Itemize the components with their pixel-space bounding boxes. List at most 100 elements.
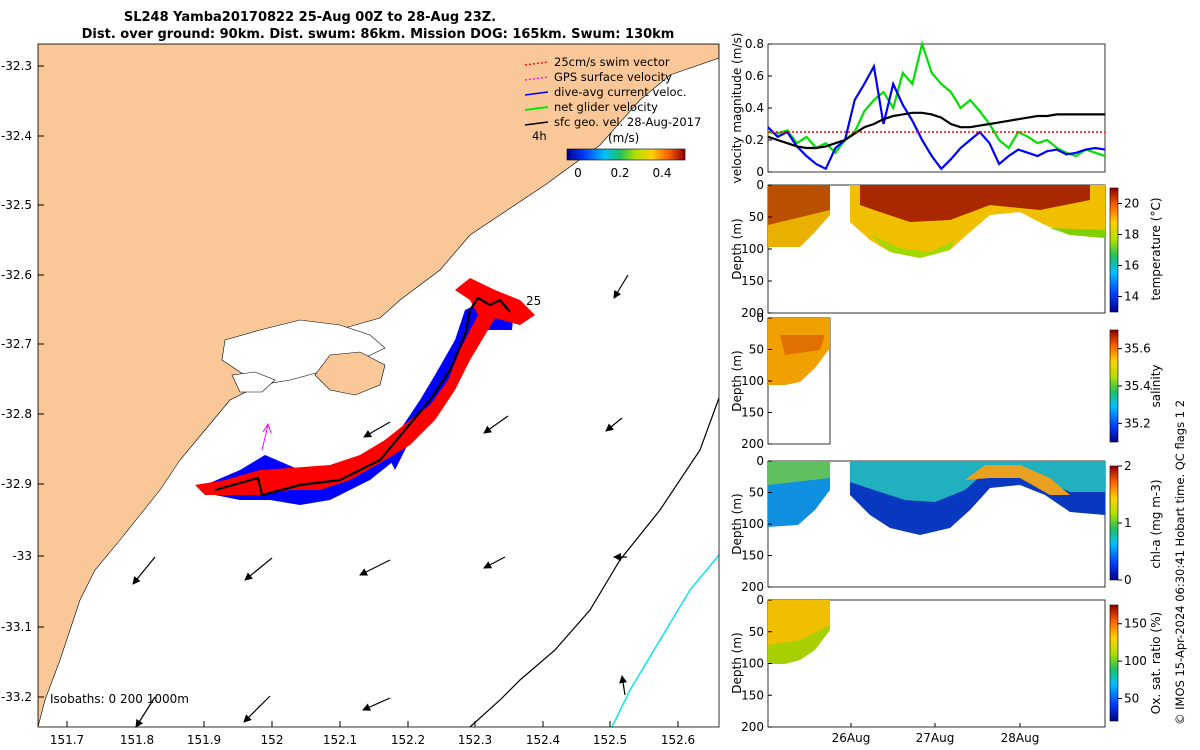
map-lat-tick-label: -32.3 bbox=[1, 59, 32, 73]
speed-colorbar-label: (m/s) bbox=[608, 131, 639, 145]
colorbar-tick-label: 1 bbox=[1124, 516, 1132, 530]
depth-tick-label: 0 bbox=[756, 593, 764, 607]
depth-tick-label: 100 bbox=[741, 517, 764, 531]
estuary-inlet bbox=[314, 351, 386, 396]
track-end-label: 25 bbox=[526, 294, 541, 308]
oxygen-panel: 0 50 100 150 200 26Aug 27Aug 28Aug Depth (m) 5… bbox=[730, 593, 1163, 745]
y-tick-label: 0.8 bbox=[745, 37, 764, 51]
temperature-colorbar-label: temperature (°C) bbox=[1149, 198, 1163, 301]
isobath-200 bbox=[469, 397, 719, 727]
velocity-panel: 0 0.2 0.4 0.6 0.8 velocity magnitude (m/s) bbox=[730, 33, 1106, 184]
colorbar-tick-label: 35.4 bbox=[1124, 379, 1151, 393]
map-legend: 25cm/s swim vector GPS surface velocity … bbox=[524, 55, 701, 180]
salinity-colorbar-label: salinity bbox=[1149, 364, 1163, 407]
colorbar-tick-label: 50 bbox=[1124, 692, 1139, 706]
geo-arrow bbox=[605, 417, 623, 432]
temperature-colorbar-ticks: 14 16 18 20 bbox=[1118, 197, 1139, 304]
geo-arrow bbox=[619, 675, 628, 696]
salinity-y-ticks: 0 50 100 150 200 bbox=[741, 311, 772, 451]
temperature-panel: 0 50 100 150 200 Depth (m) 14 16 18 20 temperat… bbox=[730, 178, 1163, 320]
depth-tick-label: 200 bbox=[741, 720, 764, 734]
speed-colorbar bbox=[566, 148, 686, 161]
isobath-1000 bbox=[611, 554, 719, 727]
map-lon-tick-label: 152.2 bbox=[391, 733, 425, 747]
legend-dive-marker bbox=[524, 91, 549, 96]
colorbar-tick-label: 20 bbox=[1124, 197, 1139, 211]
colorbar-tick-label: 14 bbox=[1124, 290, 1139, 304]
colorbar-tick-label: 16 bbox=[1124, 259, 1139, 273]
geo-arrow bbox=[244, 557, 273, 581]
velocity-frame bbox=[767, 43, 1106, 173]
colorbar-tick-label: 0 bbox=[1124, 573, 1132, 587]
chla-field-west-top bbox=[768, 461, 830, 485]
velocity-ylabel: velocity magnitude (m/s) bbox=[730, 33, 744, 184]
depth-tick-label: 150 bbox=[741, 549, 764, 563]
temperature-ylabel: Depth (m) bbox=[730, 218, 744, 279]
map-lon-tick-label: 152.4 bbox=[526, 733, 560, 747]
map-lon-tick-label: 152.3 bbox=[458, 733, 492, 747]
map-lat-tick-label: -33 bbox=[12, 549, 32, 563]
hours-label: 4h bbox=[532, 129, 547, 143]
geo-arrow bbox=[483, 415, 509, 434]
map-lat-tick-label: -32.8 bbox=[1, 407, 32, 421]
colorbar-tick-label: 150 bbox=[1124, 617, 1147, 631]
depth-tick-label: 50 bbox=[749, 343, 764, 357]
depth-tick-label: 100 bbox=[741, 374, 764, 388]
map-lat-tick-label: -32.9 bbox=[1, 477, 32, 491]
map-lon-tick-label: 151.7 bbox=[50, 733, 84, 747]
geo-arrow bbox=[135, 696, 156, 728]
map-lon-tick-label: 152.6 bbox=[661, 733, 695, 747]
depth-tick-label: 0 bbox=[756, 311, 764, 325]
isobaths-label: Isobaths: 0 200 1000m bbox=[50, 692, 189, 706]
glider-track bbox=[214, 296, 511, 497]
oxygen-y-ticks: 0 50 100 150 200 bbox=[741, 593, 772, 734]
map-lat-tick-label: -32.7 bbox=[1, 337, 32, 351]
depth-tick-label: 0 bbox=[756, 454, 764, 468]
oxygen-colorbar-ticks: 50 100 150 bbox=[1118, 617, 1147, 706]
map-lat-tick-label: -32.4 bbox=[1, 129, 32, 143]
gps-velocity-arrow bbox=[261, 424, 269, 451]
title-line1: SL248 Yamba20170822 25-Aug 00Z to 28-Aug… bbox=[124, 10, 496, 25]
depth-tick-label: 200 bbox=[741, 437, 764, 451]
map-lon-tick-label: 151.8 bbox=[120, 733, 154, 747]
legend-dive-label: dive-avg current veloc. bbox=[554, 85, 687, 99]
speed-colorbar-tick-2: 0.4 bbox=[652, 166, 671, 180]
chla-colorbar-ticks: 0 1 2 bbox=[1118, 459, 1132, 587]
colorbar-tick-label: 18 bbox=[1124, 228, 1139, 242]
geo-arrow bbox=[613, 274, 629, 299]
x-tick-label: 26Aug bbox=[832, 731, 871, 745]
colorbar-tick-label: 35.6 bbox=[1124, 342, 1151, 356]
geo-arrow bbox=[359, 559, 391, 576]
chla-colorbar bbox=[1109, 465, 1119, 581]
legend-geo-marker bbox=[524, 121, 549, 126]
depth-tick-label: 200 bbox=[741, 306, 764, 320]
y-tick-label: 0.6 bbox=[745, 69, 764, 83]
velocity-series-line bbox=[767, 111, 1105, 150]
velocity-series bbox=[767, 40, 1106, 171]
map-lon-ticks: 151.7 151.8 151.9 152 152.1 152.2 152.3 152.4 15… bbox=[50, 721, 695, 747]
title-line2: Dist. over ground: 90km. Dist. swum: 86k… bbox=[82, 27, 675, 42]
map-lat-tick-label: -32.5 bbox=[1, 198, 32, 212]
temperature-colorbar bbox=[1109, 187, 1119, 313]
geo-arrow bbox=[362, 697, 391, 711]
colorbar-tick-label: 100 bbox=[1124, 654, 1147, 668]
temperature-field-main-warm bbox=[860, 185, 1090, 222]
geo-arrow bbox=[483, 556, 506, 569]
chla-ylabel: Depth (m) bbox=[730, 493, 744, 554]
geo-arrow bbox=[363, 421, 391, 438]
map-lon-tick-label: 152 bbox=[261, 733, 284, 747]
oxygen-ylabel: Depth (m) bbox=[730, 632, 744, 693]
depth-tick-label: 100 bbox=[741, 242, 764, 256]
map-lon-tick-label: 151.9 bbox=[187, 733, 221, 747]
x-tick-label: 27Aug bbox=[916, 731, 955, 745]
temperature-field-cool bbox=[870, 235, 955, 258]
oxygen-x-ticks: 26Aug 27Aug 28Aug bbox=[832, 723, 1039, 745]
velocity-y-ticks: 0 0.2 0.4 0.6 0.8 bbox=[745, 37, 772, 179]
temperature-field-cool-east bbox=[1050, 228, 1105, 238]
oxygen-colorbar-label: Ox. sat. ratio (%) bbox=[1149, 612, 1163, 714]
chla-y-ticks: 0 50 100 150 200 bbox=[741, 454, 772, 594]
colorbar-tick-label: 2 bbox=[1124, 459, 1132, 473]
chla-colorbar-label: chl-a (mg m-3) bbox=[1149, 479, 1163, 568]
y-tick-label: 0.2 bbox=[745, 133, 764, 147]
